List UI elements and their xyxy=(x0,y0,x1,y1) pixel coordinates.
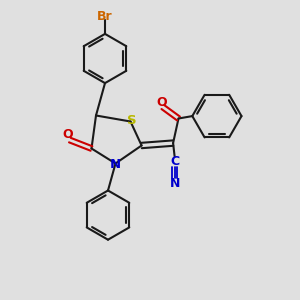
Text: O: O xyxy=(156,96,167,109)
Text: N: N xyxy=(109,158,121,171)
Text: C: C xyxy=(170,154,179,168)
Text: O: O xyxy=(63,128,74,142)
Text: N: N xyxy=(169,177,180,190)
Text: Br: Br xyxy=(97,10,113,23)
Text: S: S xyxy=(127,114,137,128)
